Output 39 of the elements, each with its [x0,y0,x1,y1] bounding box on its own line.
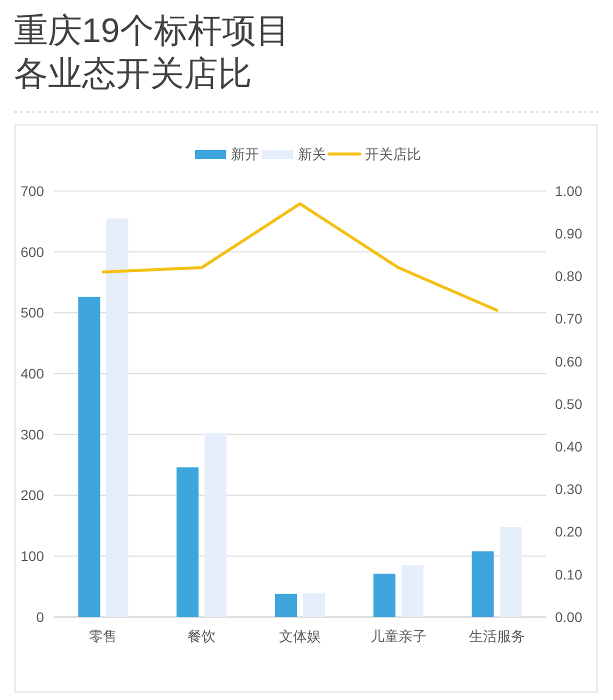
y2-tick-label: 0.00 [555,608,582,625]
bar [303,593,325,617]
legend-label: 新关 [298,146,326,162]
y2-tick-label: 0.40 [555,438,582,454]
y-tick-label: 700 [20,182,44,199]
x-tick-label: 儿童亲子 [370,628,426,644]
y-tick-label: 300 [20,426,44,442]
x-tick-label: 零售 [89,628,118,644]
bar [500,526,522,617]
y2-tick-label: 0.10 [555,566,582,582]
bar [472,551,494,617]
bar [275,594,297,617]
y-tick-label: 400 [20,365,44,382]
bar [373,574,396,617]
y2-tick-label: 0.80 [555,268,582,284]
y2-tick-label: 0.70 [555,310,582,327]
y2-tick-label: 1.00 [555,182,582,199]
y2-tick-label: 0.30 [555,481,582,498]
bar [78,296,100,617]
legend-label: 新开 [231,146,259,162]
x-tick-label: 文体娱 [279,628,321,644]
y-tick-label: 100 [20,548,44,564]
y-tick-label: 600 [20,244,44,260]
y-tick-label: 200 [20,487,44,504]
y2-tick-label: 0.50 [555,396,582,412]
x-tick-label: 生活服务 [468,628,525,644]
y2-tick-label: 0.90 [555,226,582,242]
y2-tick-label: 0.20 [555,524,582,540]
line-series [102,202,498,312]
bar [401,565,424,617]
x-tick-label: 餐饮 [188,628,216,644]
y-tick-label: 500 [20,304,44,321]
y-tick-label: 0 [36,608,44,625]
bar [106,218,128,617]
chart-title: 重庆19个标杆项目各业态开关店比 [14,12,290,93]
bar [176,467,199,617]
bar [204,433,227,617]
y2-tick-label: 0.60 [555,353,582,370]
legend-label: 开关店比 [365,146,421,162]
